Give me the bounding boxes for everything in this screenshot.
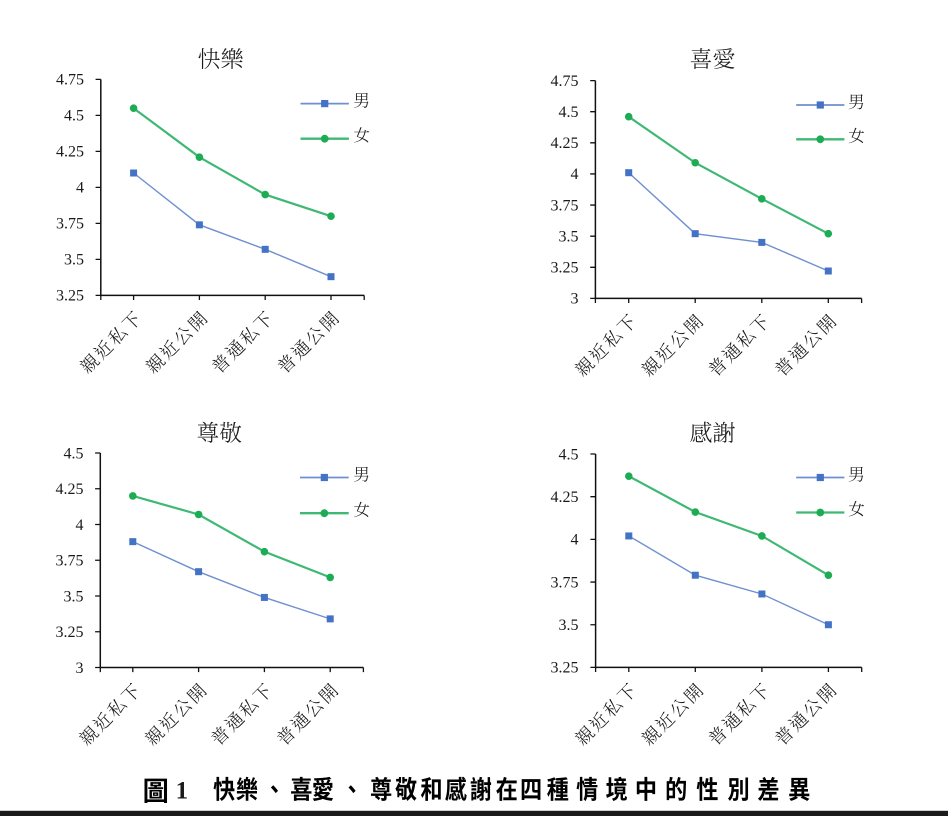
- svg-text:3.25: 3.25: [551, 660, 579, 677]
- svg-text:3.25: 3.25: [551, 260, 579, 277]
- svg-text:3.25: 3.25: [56, 624, 84, 641]
- svg-text:3.75: 3.75: [56, 553, 84, 570]
- svg-text:3.5: 3.5: [64, 252, 84, 269]
- svg-text:3.25: 3.25: [56, 288, 84, 305]
- svg-text:4: 4: [76, 517, 84, 534]
- svg-text:4: 4: [571, 532, 579, 549]
- svg-text:4: 4: [76, 180, 84, 197]
- svg-text:3.5: 3.5: [64, 588, 84, 605]
- svg-text:3: 3: [571, 291, 579, 308]
- svg-text:4.25: 4.25: [551, 135, 579, 152]
- svg-text:4.75: 4.75: [56, 72, 84, 89]
- svg-text:4.25: 4.25: [56, 144, 84, 161]
- svg-text:1: 1: [176, 778, 189, 805]
- svg-text:3.75: 3.75: [551, 574, 579, 591]
- svg-text:3.5: 3.5: [559, 228, 579, 245]
- svg-text:4: 4: [571, 166, 579, 183]
- svg-text:4.25: 4.25: [551, 489, 579, 506]
- svg-text:4.5: 4.5: [559, 104, 579, 121]
- svg-text:4.75: 4.75: [551, 73, 579, 90]
- svg-text:4.5: 4.5: [64, 108, 84, 125]
- svg-text:4.5: 4.5: [559, 446, 579, 463]
- svg-text:3.5: 3.5: [559, 617, 579, 634]
- svg-text:3.75: 3.75: [551, 197, 579, 214]
- svg-text:3.75: 3.75: [56, 216, 84, 233]
- svg-text:4.25: 4.25: [56, 481, 84, 498]
- svg-text:4.5: 4.5: [64, 445, 84, 462]
- svg-text:3: 3: [76, 660, 84, 677]
